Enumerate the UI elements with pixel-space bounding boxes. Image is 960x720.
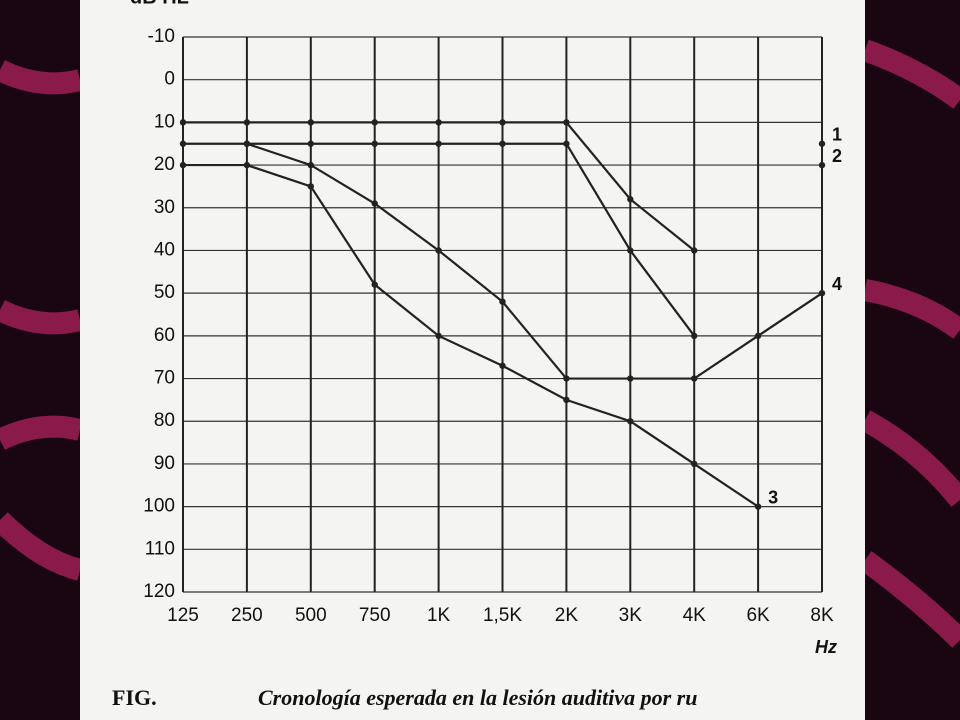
y-tick-label: 20 bbox=[154, 154, 175, 175]
data-point bbox=[691, 460, 698, 468]
x-tick-label: 2K bbox=[555, 605, 579, 626]
y-tick-label: 90 bbox=[154, 453, 175, 474]
background-stripes bbox=[0, 39, 960, 648]
y-tick-label: -10 bbox=[148, 26, 175, 47]
data-point bbox=[691, 247, 698, 254]
y-tick-label: 110 bbox=[145, 538, 175, 559]
data-point bbox=[435, 332, 442, 340]
data-point bbox=[563, 140, 570, 147]
series-label: 4 bbox=[832, 274, 842, 294]
data-point bbox=[563, 396, 570, 404]
data-point bbox=[243, 161, 251, 169]
x-tick-label: 3K bbox=[619, 605, 643, 626]
data-point bbox=[499, 119, 506, 126]
x-tick-label: 250 bbox=[231, 605, 263, 626]
x-tick-label: 500 bbox=[295, 605, 327, 626]
x-axis-label: Hz bbox=[815, 637, 837, 657]
data-point bbox=[627, 375, 634, 382]
data-point bbox=[499, 298, 506, 305]
data-point bbox=[435, 247, 442, 254]
data-point bbox=[243, 119, 251, 126]
paper bbox=[80, 0, 865, 720]
y-tick-label: 30 bbox=[154, 197, 175, 218]
data-point bbox=[818, 161, 826, 169]
data-point bbox=[754, 332, 762, 340]
y-tick-label: 40 bbox=[154, 239, 175, 260]
data-point bbox=[435, 140, 442, 147]
y-tick-label: 70 bbox=[154, 368, 175, 389]
data-point bbox=[371, 119, 378, 126]
data-point bbox=[307, 183, 314, 190]
data-point bbox=[563, 375, 570, 382]
x-tick-label: 8K bbox=[810, 605, 834, 626]
data-point bbox=[435, 119, 442, 126]
series-label: 1 bbox=[832, 124, 842, 144]
y-tick-label: 120 bbox=[143, 581, 175, 602]
y-axis-label: dB HL bbox=[130, 0, 189, 8]
series-label: 3 bbox=[768, 487, 778, 507]
x-tick-label: 4K bbox=[683, 605, 707, 626]
data-point bbox=[691, 332, 698, 340]
data-point bbox=[307, 140, 314, 147]
data-point bbox=[818, 289, 826, 297]
data-point bbox=[307, 119, 314, 126]
data-point bbox=[627, 247, 634, 254]
y-tick-label: 60 bbox=[154, 325, 175, 346]
data-point bbox=[818, 140, 826, 147]
data-point bbox=[627, 418, 634, 425]
data-point bbox=[371, 140, 378, 147]
x-tick-label: 125 bbox=[167, 605, 199, 626]
series-line bbox=[183, 163, 759, 508]
data-point bbox=[243, 140, 251, 147]
data-point bbox=[499, 362, 506, 369]
data-point bbox=[179, 119, 187, 126]
y-tick-label: 10 bbox=[154, 111, 175, 132]
data-point bbox=[499, 140, 506, 147]
data-point bbox=[754, 503, 762, 510]
series-label: 2 bbox=[832, 146, 842, 166]
data-point bbox=[307, 161, 314, 169]
x-tick-label: 1,5K bbox=[483, 605, 522, 626]
caption-prefix: FIG. bbox=[112, 685, 157, 710]
x-tick-label: 6K bbox=[746, 605, 770, 626]
data-point bbox=[691, 375, 698, 382]
data-point bbox=[563, 119, 570, 126]
x-tick-label: 1K bbox=[427, 605, 451, 626]
y-tick-label: 0 bbox=[164, 69, 175, 90]
x-tick-label: 750 bbox=[359, 605, 391, 626]
data-point bbox=[371, 281, 378, 288]
data-point bbox=[627, 196, 634, 203]
y-tick-label: 50 bbox=[154, 282, 175, 303]
y-tick-label: 100 bbox=[143, 496, 175, 517]
y-tick-label: 80 bbox=[154, 410, 175, 431]
data-point bbox=[179, 161, 187, 169]
data-point bbox=[371, 200, 378, 207]
series-line bbox=[246, 142, 823, 380]
data-point bbox=[179, 140, 187, 147]
caption: Cronología esperada en la lesión auditiv… bbox=[258, 685, 697, 710]
